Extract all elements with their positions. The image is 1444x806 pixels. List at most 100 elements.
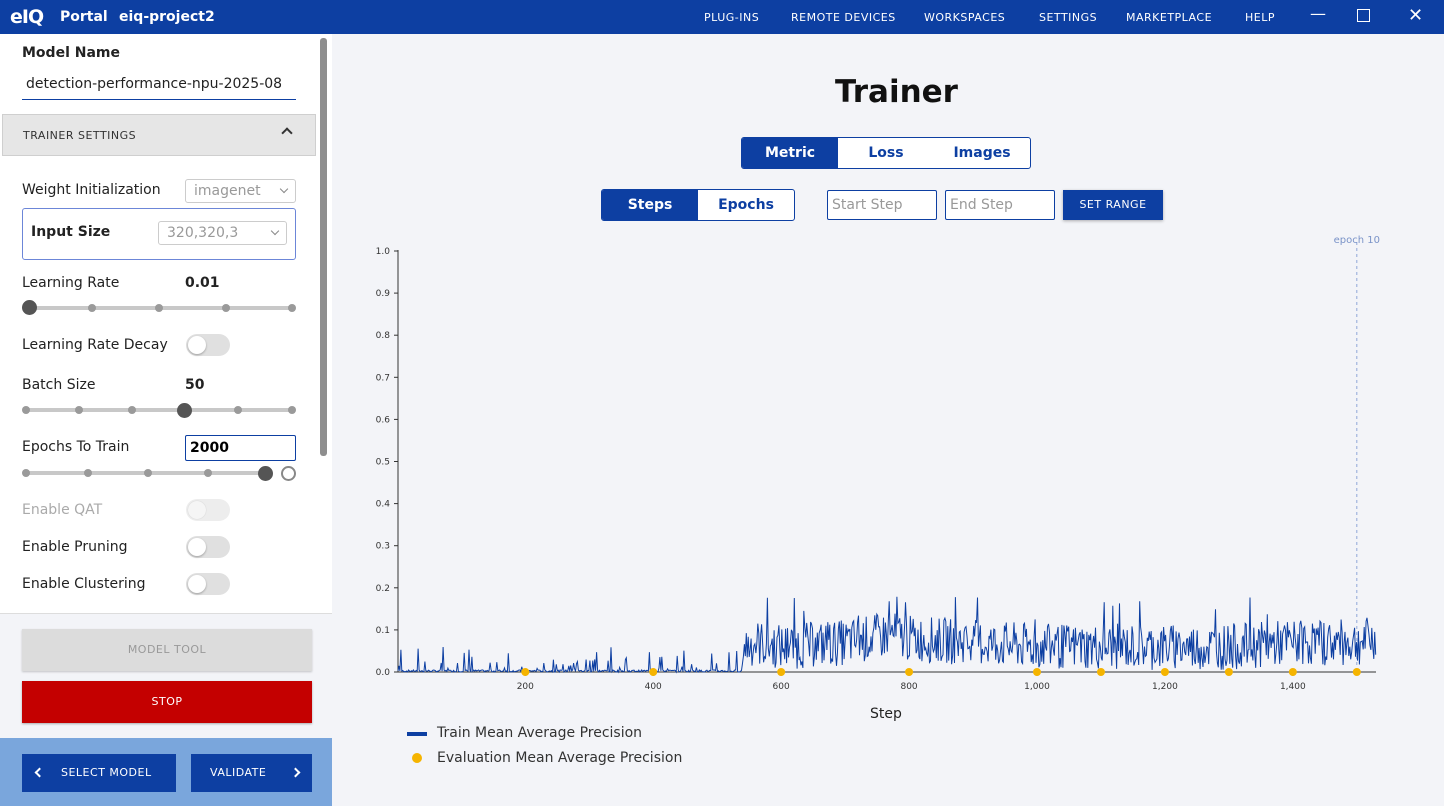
learning-rate-decay-label: Learning Rate Decay bbox=[22, 337, 168, 353]
epochs-label: Epochs To Train bbox=[22, 439, 130, 455]
batch-size-label: Batch Size bbox=[22, 377, 96, 393]
tab-metric[interactable]: Metric bbox=[742, 138, 838, 168]
y-tick-label: 0.1 bbox=[376, 626, 390, 636]
eval-point bbox=[777, 668, 786, 676]
input-size-select[interactable]: 320,320,3 bbox=[158, 221, 287, 245]
epochs-thumb[interactable] bbox=[258, 466, 273, 481]
end-step-input[interactable] bbox=[945, 190, 1055, 220]
title-bar: eIQ Portal eiq-project2 PLUG-INS REMOTE … bbox=[0, 0, 1444, 34]
batch-size-value: 50 bbox=[185, 377, 205, 393]
chevron-down-icon bbox=[270, 226, 280, 236]
chevron-up-icon[interactable] bbox=[281, 127, 293, 139]
project-name[interactable]: eiq-project2 bbox=[119, 9, 215, 25]
menu-workspaces[interactable]: WORKSPACES bbox=[924, 11, 1006, 24]
y-tick-label: 0.2 bbox=[376, 584, 390, 594]
enable-pruning-label: Enable Pruning bbox=[22, 539, 128, 555]
tab-epochs[interactable]: Epochs bbox=[718, 197, 774, 213]
maximize-icon[interactable] bbox=[1357, 9, 1370, 22]
x-tick-label: 400 bbox=[645, 682, 662, 692]
eval-point bbox=[1352, 668, 1361, 676]
legend-train-label: Train Mean Average Precision bbox=[437, 725, 643, 741]
y-tick-label: 0.7 bbox=[376, 373, 390, 383]
eval-point bbox=[1096, 668, 1105, 676]
input-size-group bbox=[22, 208, 296, 260]
input-size-label: Input Size bbox=[31, 224, 111, 240]
train-map-series bbox=[397, 596, 1377, 674]
input-size-value: 320,320,3 bbox=[167, 225, 239, 241]
eval-point bbox=[905, 668, 914, 676]
menu-help[interactable]: HELP bbox=[1245, 11, 1275, 24]
y-tick-label: 0.4 bbox=[376, 500, 391, 510]
close-icon[interactable]: ✕ bbox=[1408, 5, 1424, 26]
x-axis-label: Step bbox=[870, 706, 902, 722]
metric-chart: 0.0 0.1 0.2 0.3 0.4 0.5 0.6 0.7 0.8 0.9 1.0 200 400… bbox=[376, 235, 1380, 722]
menu-remote-devices[interactable]: REMOTE DEVICES bbox=[791, 11, 896, 24]
learning-rate-thumb[interactable] bbox=[22, 300, 37, 315]
x-tick-label: 600 bbox=[773, 682, 790, 692]
weight-init-select[interactable]: imagenet bbox=[185, 179, 296, 203]
learning-rate-value: 0.01 bbox=[185, 275, 220, 291]
chevron-right-icon bbox=[290, 767, 301, 778]
weight-init-value: imagenet bbox=[194, 183, 261, 199]
y-tick-label: 0.0 bbox=[376, 668, 391, 678]
set-range-button[interactable]: SET RANGE bbox=[1063, 190, 1163, 220]
select-model-label: SELECT MODEL bbox=[61, 766, 152, 779]
eval-point bbox=[1288, 668, 1297, 676]
batch-size-thumb[interactable] bbox=[177, 403, 192, 418]
legend-train-swatch bbox=[407, 732, 427, 736]
page-title-text: Trainer bbox=[835, 74, 958, 110]
learning-rate-decay-toggle[interactable] bbox=[186, 334, 230, 356]
epochs-slider-end bbox=[281, 466, 296, 481]
y-ticks: 0.0 0.1 0.2 0.3 0.4 0.5 0.6 0.7 0.8 0.9 1.0 bbox=[376, 247, 398, 678]
app-name: Portal bbox=[60, 9, 108, 25]
model-name-input[interactable] bbox=[22, 69, 296, 100]
sidebar-scrollbar[interactable] bbox=[320, 38, 327, 456]
chevron-left-icon bbox=[34, 767, 45, 778]
enable-pruning-toggle[interactable] bbox=[186, 536, 230, 558]
enable-clustering-toggle[interactable] bbox=[186, 573, 230, 595]
epochs-input[interactable] bbox=[185, 435, 296, 461]
eval-point bbox=[521, 668, 530, 676]
eval-point bbox=[1032, 668, 1041, 676]
tab-images[interactable]: Images bbox=[953, 145, 1011, 161]
model-name-label: Model Name bbox=[22, 45, 120, 61]
select-model-button[interactable]: SELECT MODEL bbox=[22, 754, 176, 792]
eval-point bbox=[649, 668, 658, 676]
axis-tabs: Steps Epochs bbox=[601, 189, 795, 221]
menu-settings[interactable]: SETTINGS bbox=[1039, 11, 1098, 24]
validate-button[interactable]: VALIDATE bbox=[191, 754, 312, 792]
x-tick-label: 1,000 bbox=[1024, 682, 1050, 692]
y-tick-label: 0.3 bbox=[376, 542, 390, 552]
start-step-input[interactable] bbox=[827, 190, 937, 220]
stop-button[interactable]: STOP bbox=[22, 681, 312, 723]
y-tick-label: 0.5 bbox=[376, 458, 390, 468]
learning-rate-label: Learning Rate bbox=[22, 275, 120, 291]
tab-loss[interactable]: Loss bbox=[868, 145, 904, 161]
weight-init-label: Weight Initialization bbox=[22, 182, 161, 198]
trainer-settings-title: TRAINER SETTINGS bbox=[23, 129, 137, 142]
x-tick-label: 200 bbox=[517, 682, 534, 692]
menu-marketplace[interactable]: MARKETPLACE bbox=[1126, 11, 1213, 24]
view-tabs: Metric Loss Images bbox=[741, 137, 1031, 169]
eval-point bbox=[1160, 668, 1169, 676]
y-tick-label: 0.9 bbox=[376, 289, 391, 299]
enable-clustering-label: Enable Clustering bbox=[22, 576, 146, 592]
chevron-down-icon bbox=[279, 184, 289, 194]
enable-qat-label: Enable QAT bbox=[22, 502, 103, 518]
model-tool-button: MODEL TOOL bbox=[22, 629, 312, 671]
x-tick-label: 1,400 bbox=[1280, 682, 1306, 692]
epoch-marker-label: epoch 10 bbox=[1334, 235, 1380, 246]
legend-eval-label: Evaluation Mean Average Precision bbox=[437, 750, 683, 766]
menu-plug-ins[interactable]: PLUG-INS bbox=[704, 11, 760, 24]
eval-map-series bbox=[521, 668, 1361, 676]
enable-qat-toggle bbox=[186, 499, 230, 521]
legend-eval-swatch bbox=[412, 753, 422, 763]
trainer-settings-header[interactable]: TRAINER SETTINGS bbox=[2, 114, 316, 156]
x-tick-label: 800 bbox=[900, 682, 917, 692]
validate-label: VALIDATE bbox=[210, 766, 267, 779]
eiq-logo: eIQ bbox=[10, 6, 44, 28]
y-tick-label: 0.8 bbox=[376, 331, 391, 341]
minimize-icon[interactable]: — bbox=[1310, 4, 1326, 23]
x-tick-label: 1,200 bbox=[1152, 682, 1178, 692]
tab-steps[interactable]: Steps bbox=[602, 190, 698, 220]
